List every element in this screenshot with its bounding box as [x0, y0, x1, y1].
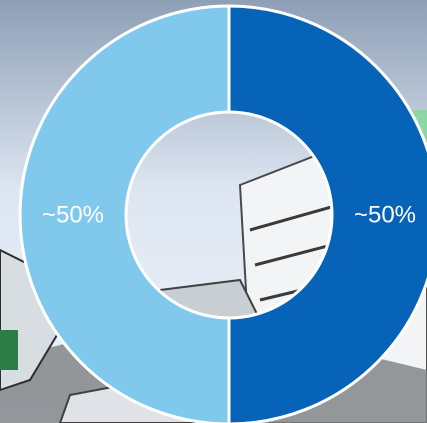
slice-label-2: ~50% — [42, 202, 104, 229]
slice-label-1: ~50% — [354, 202, 416, 229]
donut-slice-2 — [18, 4, 231, 423]
donut-slice-1 — [227, 4, 427, 423]
